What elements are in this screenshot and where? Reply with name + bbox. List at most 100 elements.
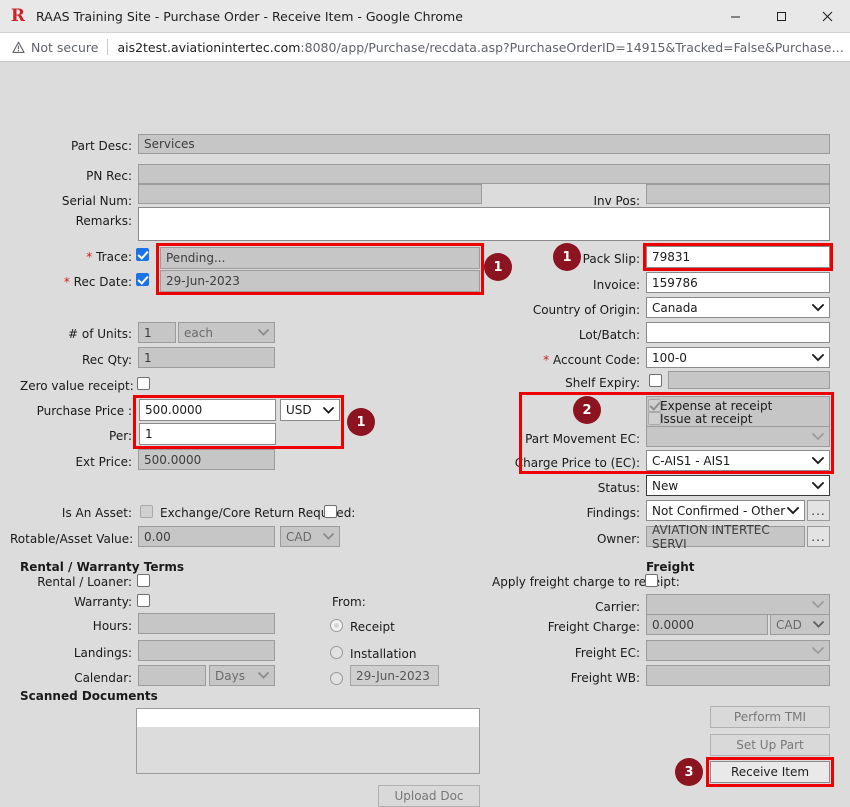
from-receipt-radio[interactable] [330,619,343,632]
issue-at-receipt-checkbox[interactable] [648,412,661,425]
trace-checkbox[interactable] [136,248,149,261]
issue-at-receipt-label: Issue at receipt [660,412,753,426]
rental-loaner-checkbox[interactable] [137,574,150,587]
browser-omnibox[interactable]: Not secure ais2test.aviationintertec.com… [0,33,850,62]
warranty-checkbox[interactable] [137,594,150,607]
rec-date-checkbox[interactable] [136,273,149,286]
from-date-field[interactable]: 29-Jun-2023 [350,665,439,686]
from-installation-radio[interactable] [330,646,343,659]
trace-status-field: Pending... [160,247,480,269]
carrier-select[interactable] [646,594,830,615]
from-label: From: [332,595,366,609]
url-text[interactable]: ais2test.aviationintertec.com:8080/app/P… [117,40,844,55]
required-asterisk: * [63,275,70,289]
calendar-unit-select[interactable]: Days [209,665,275,686]
rec-qty-label: Rec Qty: [81,353,132,367]
landings-field [138,640,275,661]
carrier-label: Carrier: [595,600,640,614]
rental-loaner-label: Rental / Loaner: [37,575,132,589]
warning-triangle-icon [12,41,25,54]
rec-qty-field: 1 [138,347,275,368]
rotable-asset-value-label: Rotable/Asset Value: [10,532,134,546]
window-title-bar: R RAAS Training Site - Purchase Order - … [0,0,850,33]
expense-at-receipt-label: Expense at receipt [660,399,773,413]
account-code-label: * Account Code: [520,353,640,367]
account-code-select[interactable]: 100-0 [646,347,830,368]
units-label: # of Units: [68,327,132,341]
invoice-field[interactable]: 159786 [646,272,830,293]
findings-ellipsis-button[interactable]: ... [807,500,830,521]
is-an-asset-label: Is An Asset: [61,506,132,520]
owner-field: AVIATION INTERTEC SERVI [646,523,805,551]
chevron-down-icon [258,672,269,679]
chevron-down-icon [323,533,334,540]
purchase-price-field[interactable]: 500.0000 [139,399,276,421]
freight-currency-value: CAD [776,617,802,632]
shelf-expiry-checkbox[interactable] [649,374,662,387]
units-uom-select[interactable]: each [178,322,275,343]
owner-ellipsis-button[interactable]: ... [807,526,830,547]
charge-price-to-ec-value: C-AIS1 - AIS1 [652,453,731,468]
chevron-down-icon [323,406,334,414]
chevron-down-icon [812,646,824,655]
chevron-down-icon [812,353,824,362]
part-movement-ec-select[interactable] [646,426,830,447]
freight-charge-label: Freight Charge: [547,620,640,634]
minimize-button[interactable] [712,0,758,32]
from-installation-label: Installation [350,647,417,661]
required-asterisk: * [86,250,93,264]
url-host: ais2test.aviationintertec.com [117,39,301,55]
from-date-radio[interactable] [330,672,343,685]
part-desc-label: Part Desc: [70,139,132,153]
maximize-button[interactable] [758,0,804,32]
freight-ec-select[interactable] [646,640,830,661]
upload-doc-button[interactable]: Upload Doc [378,785,480,807]
perform-tmi-button[interactable]: Perform TMI [710,706,830,728]
required-asterisk: * [543,353,550,367]
country-of-origin-select[interactable]: Canada [646,297,830,318]
per-field[interactable]: 1 [139,423,276,445]
per-label: Per: [109,429,132,443]
calendar-unit-value: Days [215,668,245,683]
calendar-label: Calendar: [74,671,132,685]
remarks-label: Remarks: [75,214,132,228]
rec-date-field[interactable]: 29-Jun-2023 [160,270,480,292]
receive-item-button[interactable]: Receive Item [710,761,830,783]
lot-batch-field[interactable] [646,322,830,343]
trace-label: * Trace: [20,250,132,264]
findings-value: Not Confirmed - Other [652,503,786,518]
set-up-part-button[interactable]: Set Up Part [710,734,830,756]
rotable-currency-select[interactable]: CAD [280,526,340,547]
apply-freight-charge-checkbox[interactable] [645,574,658,587]
ext-price-field: 500.0000 [138,449,275,470]
invoice-label: Invoice: [593,278,640,292]
apply-freight-charge-label: Apply freight charge to receipt: [492,575,680,589]
purchase-currency-value: USD [286,403,312,417]
omnibox-divider [107,39,109,55]
charge-price-to-ec-select[interactable]: C-AIS1 - AIS1 [646,450,830,471]
close-button[interactable] [804,0,850,32]
calendar-field [138,665,206,686]
window-title: RAAS Training Site - Purchase Order - Re… [36,8,463,24]
serial-num-field [138,184,482,204]
receipt-options-group [646,396,830,428]
annotation-badge-1-price: 1 [347,408,375,436]
from-receipt-label: Receipt [350,620,395,634]
is-an-asset-checkbox[interactable] [140,505,153,518]
remarks-textarea[interactable] [138,207,830,241]
rec-date-label-text: Rec Date: [73,275,132,289]
findings-select[interactable]: Not Confirmed - Other [646,500,805,521]
exchange-core-return-checkbox[interactable] [324,505,337,518]
pack-slip-field[interactable]: 79831 [646,246,830,268]
rotable-currency-value: CAD [286,529,312,544]
scanned-documents-panel[interactable] [136,708,480,774]
annotation-badge-3: 3 [675,758,703,786]
status-select[interactable]: New [646,475,830,496]
status-label: Status: [597,481,640,495]
findings-label: Findings: [586,506,640,520]
purchase-currency-select[interactable]: USD [280,399,340,421]
zero-value-receipt-checkbox[interactable] [137,377,150,390]
raas-r-logo-icon: R [10,5,26,26]
freight-currency-select[interactable]: CAD [770,614,830,635]
expense-at-receipt-checkbox[interactable] [648,399,661,412]
